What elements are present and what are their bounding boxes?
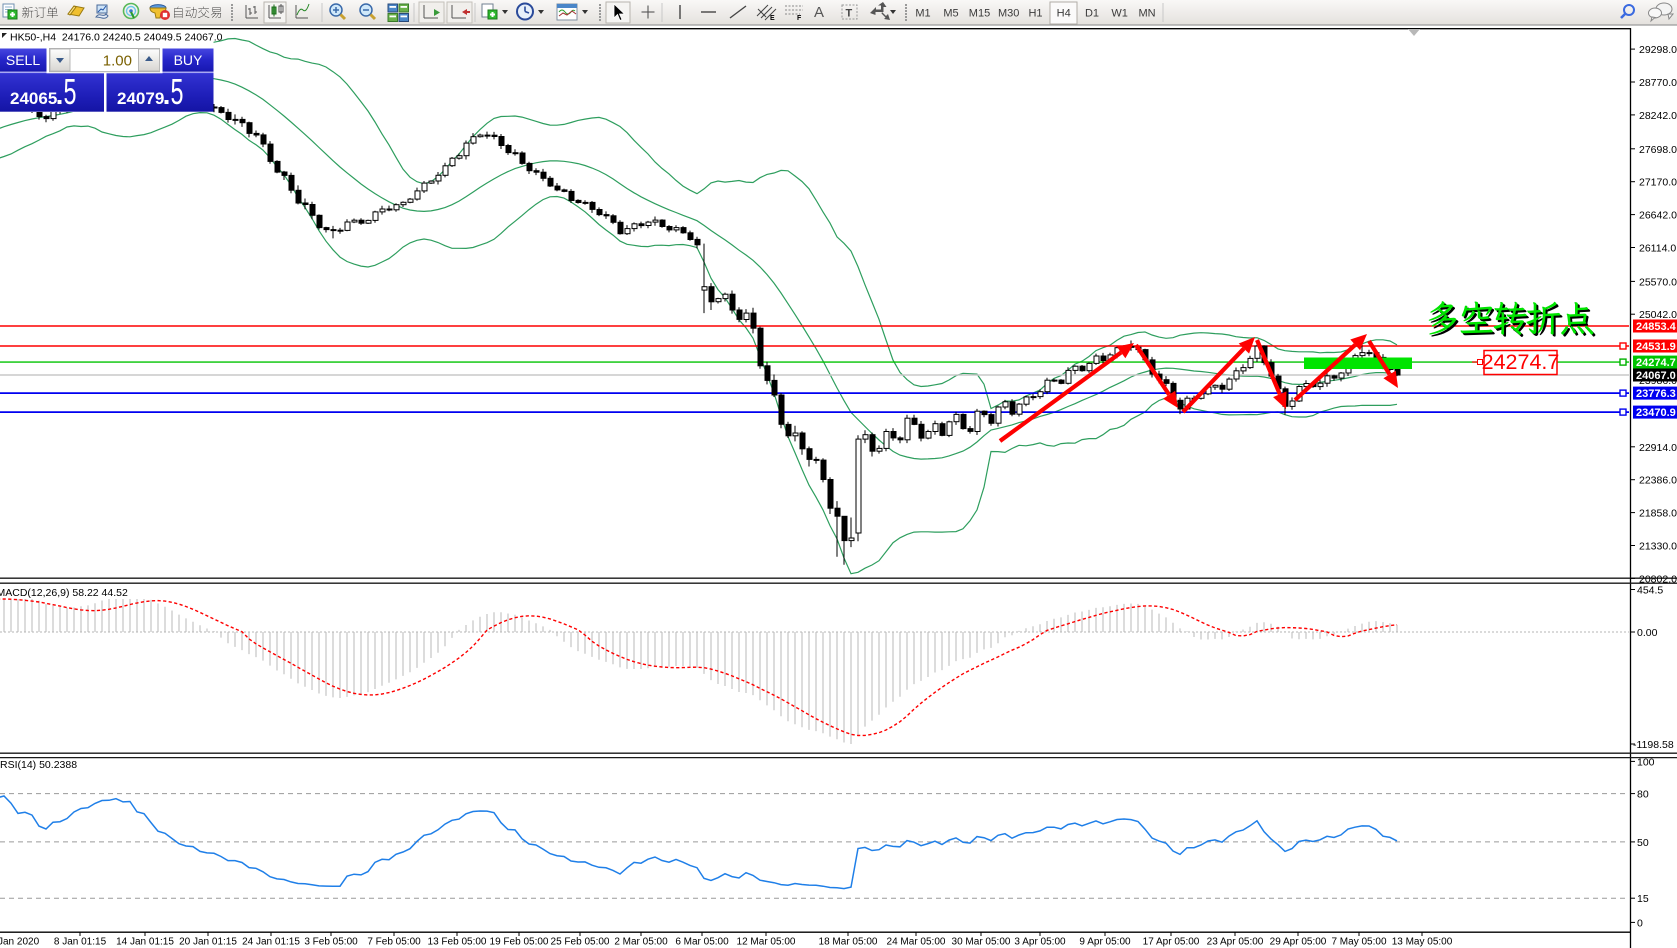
svg-text:M15: M15 [969,8,990,20]
svg-text:MACD(12,26,9) 58.22 44.52: MACD(12,26,9) 58.22 44.52 [0,587,128,599]
svg-text:3 Apr 05:00: 3 Apr 05:00 [1014,937,1066,948]
svg-text:24853.4: 24853.4 [1636,321,1677,333]
svg-text:E: E [770,15,775,22]
svg-text:2 Mar 05:00: 2 Mar 05:00 [614,937,668,948]
svg-text:24079: 24079 [117,89,164,108]
svg-text:W1: W1 [1111,8,1128,20]
svg-text:28242.0: 28242.0 [1639,110,1677,122]
svg-text:SELL: SELL [6,52,40,68]
svg-text:454.5: 454.5 [1637,585,1663,597]
svg-text:M1: M1 [915,8,930,20]
svg-text:M5: M5 [943,8,958,20]
svg-text:D1: D1 [1085,8,1099,20]
svg-text:BUY: BUY [174,52,203,68]
svg-text:24531.9: 24531.9 [1636,341,1676,353]
svg-text:14 Jan 01:15: 14 Jan 01:15 [116,937,174,948]
svg-text:26114.0: 26114.0 [1639,243,1676,255]
svg-text:-1198.58: -1198.58 [1633,739,1674,751]
svg-text:30 Mar 05:00: 30 Mar 05:00 [952,937,1011,948]
svg-text:27698.0: 27698.0 [1639,144,1677,156]
svg-text:3 Feb 05:00: 3 Feb 05:00 [304,937,358,948]
svg-text:20802.0: 20802.0 [1639,573,1677,585]
svg-text:H4: H4 [1057,8,1071,20]
svg-text:HK50-,H4 24176.0 24240.5 2404: HK50-,H4 24176.0 24240.5 24049.5 24067.0 [10,32,223,44]
svg-text:24067.0: 24067.0 [1636,370,1676,382]
svg-text:MN: MN [1138,8,1155,20]
svg-text:F: F [797,15,802,22]
svg-text:26642.0: 26642.0 [1639,210,1677,222]
svg-text:0: 0 [1637,917,1643,929]
svg-text:28770.0: 28770.0 [1639,77,1677,89]
svg-text:20 Jan 01:15: 20 Jan 01:15 [179,937,237,948]
svg-text:23776.3: 23776.3 [1636,388,1676,400]
svg-text:22386.0: 22386.0 [1639,475,1677,487]
svg-text:23 Apr 05:00: 23 Apr 05:00 [1207,937,1264,948]
svg-text:21330.0: 21330.0 [1639,541,1677,553]
svg-text:7 May 05:00: 7 May 05:00 [1331,937,1386,948]
svg-text:12 Mar 05:00: 12 Mar 05:00 [737,937,796,948]
svg-text:100: 100 [1637,756,1655,768]
svg-text:1.00: 1.00 [103,53,132,70]
svg-text:80: 80 [1637,789,1649,801]
svg-text:29298.0: 29298.0 [1639,44,1677,56]
svg-text:22914.0: 22914.0 [1639,442,1677,454]
svg-text:24274.7: 24274.7 [1636,357,1676,369]
svg-text:18 Mar 05:00: 18 Mar 05:00 [819,937,878,948]
svg-text:24 Mar 05:00: 24 Mar 05:00 [887,937,946,948]
svg-text:Jan 2020: Jan 2020 [0,937,40,948]
svg-text:0.00: 0.00 [1637,627,1658,639]
svg-text:23470.9: 23470.9 [1636,407,1676,419]
svg-text:8 Jan 01:15: 8 Jan 01:15 [54,937,107,948]
svg-text:15: 15 [1637,893,1649,905]
svg-text:17 Apr 05:00: 17 Apr 05:00 [1143,937,1200,948]
svg-text:21858.0: 21858.0 [1639,508,1677,520]
svg-text:25 Feb 05:00: 25 Feb 05:00 [551,937,610,948]
svg-text:24065: 24065 [10,89,57,108]
svg-text:24 Jan 01:15: 24 Jan 01:15 [242,937,300,948]
svg-text:5: 5 [64,71,77,112]
svg-text:5: 5 [171,71,184,112]
svg-text:13 Feb 05:00: 13 Feb 05:00 [428,937,487,948]
svg-text:27170.0: 27170.0 [1639,177,1677,189]
svg-text:9 Apr 05:00: 9 Apr 05:00 [1079,937,1131,948]
svg-text:RSI(14) 50.2388: RSI(14) 50.2388 [0,759,77,771]
svg-text:19 Feb 05:00: 19 Feb 05:00 [490,937,549,948]
svg-text:25042.0: 25042.0 [1639,309,1677,321]
svg-text:24274.7: 24274.7 [1482,350,1560,374]
svg-text:H1: H1 [1028,8,1042,20]
svg-text:25570.0: 25570.0 [1639,276,1677,288]
svg-text:29 Apr 05:00: 29 Apr 05:00 [1270,937,1327,948]
svg-text:M30: M30 [998,8,1019,20]
svg-text:7 Feb 05:00: 7 Feb 05:00 [367,937,421,948]
svg-text:6 Mar 05:00: 6 Mar 05:00 [675,937,729,948]
svg-text:50: 50 [1637,837,1649,849]
svg-text:13 May 05:00: 13 May 05:00 [1392,937,1453,948]
svg-text:A: A [814,4,824,21]
svg-text:T: T [846,8,853,20]
